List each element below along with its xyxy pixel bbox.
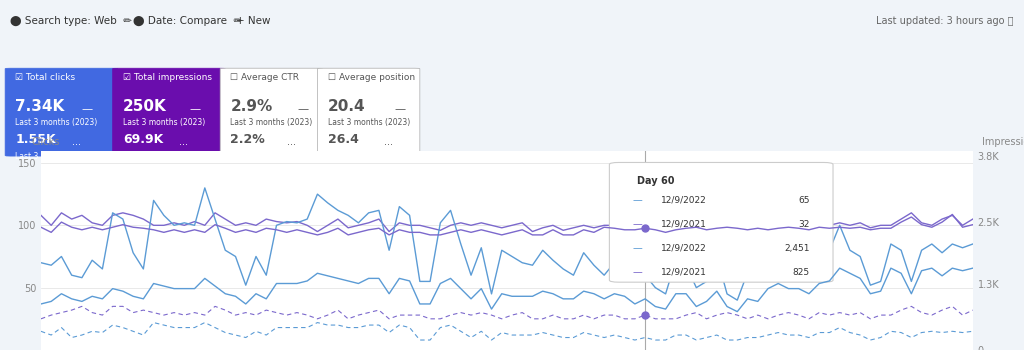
Text: 7.34K: 7.34K (15, 99, 65, 114)
Text: —: — (297, 104, 308, 114)
Text: 1.55K: 1.55K (15, 133, 56, 146)
Text: ...: ... (179, 137, 188, 147)
Text: 26.4: 26.4 (328, 133, 358, 146)
Text: 12/9/2022: 12/9/2022 (660, 244, 707, 253)
Text: 825: 825 (793, 268, 810, 277)
Text: Last 3 months (2023): Last 3 months (2023) (328, 118, 410, 127)
Text: Last 3 months (2023): Last 3 months (2023) (123, 118, 205, 127)
Text: 12/9/2021: 12/9/2021 (660, 220, 707, 229)
Text: 20.4: 20.4 (328, 99, 366, 114)
Text: —: — (633, 243, 642, 253)
Text: Last 3 months (2022): Last 3 months (2022) (123, 152, 205, 161)
Text: Clicks: Clicks (32, 136, 60, 147)
FancyBboxPatch shape (5, 68, 118, 156)
Text: —: — (189, 104, 201, 114)
Text: Last 3 months (2023): Last 3 months (2023) (15, 118, 97, 127)
Text: —: — (82, 104, 93, 114)
Text: 65: 65 (799, 196, 810, 205)
FancyBboxPatch shape (113, 68, 225, 156)
Text: 32: 32 (799, 220, 810, 229)
Text: ⬤ Date: Compare  ✏: ⬤ Date: Compare ✏ (133, 16, 243, 26)
Text: ☐ Average position: ☐ Average position (328, 74, 415, 82)
Text: Day 60: Day 60 (637, 176, 675, 187)
Text: Last 3 months (2022): Last 3 months (2022) (230, 152, 312, 161)
Text: Last 3 months (2022): Last 3 months (2022) (328, 152, 410, 161)
Text: 2.9%: 2.9% (230, 99, 272, 114)
Text: —: — (633, 219, 642, 229)
Text: 12/9/2021: 12/9/2021 (660, 268, 707, 277)
Text: 12/9/2022: 12/9/2022 (660, 196, 707, 205)
Text: + New: + New (236, 16, 270, 26)
Text: Impressions: Impressions (982, 136, 1024, 147)
Text: ...: ... (72, 137, 81, 147)
FancyBboxPatch shape (317, 68, 420, 156)
Text: Last updated: 3 hours ago ⓘ: Last updated: 3 hours ago ⓘ (877, 16, 1014, 26)
Text: 2.2%: 2.2% (230, 133, 265, 146)
Text: Last 3 months (2023): Last 3 months (2023) (230, 118, 312, 127)
Text: ☑ Total impressions: ☑ Total impressions (123, 74, 212, 82)
Text: Last 3 months (2022): Last 3 months (2022) (15, 152, 97, 161)
Text: ⬤ Search type: Web  ✏: ⬤ Search type: Web ✏ (10, 16, 132, 26)
Text: —: — (394, 104, 406, 114)
Text: 250K: 250K (123, 99, 167, 114)
Text: 2,451: 2,451 (784, 244, 810, 253)
Text: —: — (633, 267, 642, 277)
Text: ☑ Total clicks: ☑ Total clicks (15, 74, 76, 82)
FancyBboxPatch shape (609, 162, 834, 282)
Text: ...: ... (287, 137, 296, 147)
Text: ...: ... (384, 137, 393, 147)
Text: —: — (633, 195, 642, 205)
Text: ☐ Average CTR: ☐ Average CTR (230, 74, 299, 82)
Text: 69.9K: 69.9K (123, 133, 163, 146)
FancyBboxPatch shape (220, 68, 323, 156)
